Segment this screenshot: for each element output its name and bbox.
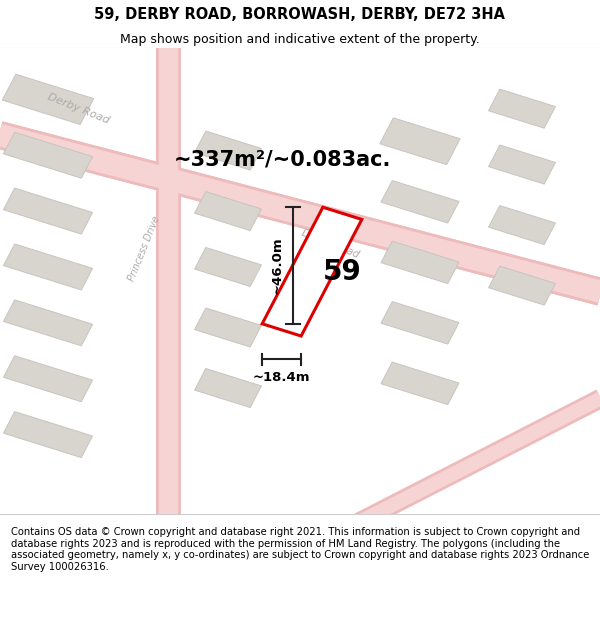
Polygon shape xyxy=(4,244,92,290)
Polygon shape xyxy=(381,362,459,404)
Polygon shape xyxy=(194,308,262,347)
Text: ~46.0m: ~46.0m xyxy=(271,237,284,294)
Polygon shape xyxy=(488,266,556,305)
Polygon shape xyxy=(262,208,362,336)
Text: 59, DERBY ROAD, BORROWASH, DERBY, DE72 3HA: 59, DERBY ROAD, BORROWASH, DERBY, DE72 3… xyxy=(95,7,505,22)
Polygon shape xyxy=(381,181,459,223)
Text: Derby Road: Derby Road xyxy=(300,228,360,260)
Text: ~18.4m: ~18.4m xyxy=(253,371,310,384)
Text: Derby Road: Derby Road xyxy=(46,92,110,126)
Polygon shape xyxy=(380,118,460,164)
Polygon shape xyxy=(2,74,94,124)
Polygon shape xyxy=(194,192,262,231)
Polygon shape xyxy=(4,300,92,346)
Text: 59: 59 xyxy=(323,258,361,286)
Polygon shape xyxy=(488,89,556,128)
Polygon shape xyxy=(488,145,556,184)
Polygon shape xyxy=(381,241,459,284)
Polygon shape xyxy=(381,302,459,344)
Polygon shape xyxy=(194,248,262,286)
Text: ~337m²/~0.083ac.: ~337m²/~0.083ac. xyxy=(173,150,391,170)
Text: Contains OS data © Crown copyright and database right 2021. This information is : Contains OS data © Crown copyright and d… xyxy=(11,527,589,572)
Polygon shape xyxy=(488,206,556,244)
Polygon shape xyxy=(4,412,92,458)
Polygon shape xyxy=(194,131,262,170)
Polygon shape xyxy=(4,356,92,402)
Polygon shape xyxy=(4,188,92,234)
Text: Map shows position and indicative extent of the property.: Map shows position and indicative extent… xyxy=(120,33,480,46)
Polygon shape xyxy=(194,369,262,408)
Polygon shape xyxy=(4,132,92,178)
Text: Princess Drive: Princess Drive xyxy=(127,214,161,282)
